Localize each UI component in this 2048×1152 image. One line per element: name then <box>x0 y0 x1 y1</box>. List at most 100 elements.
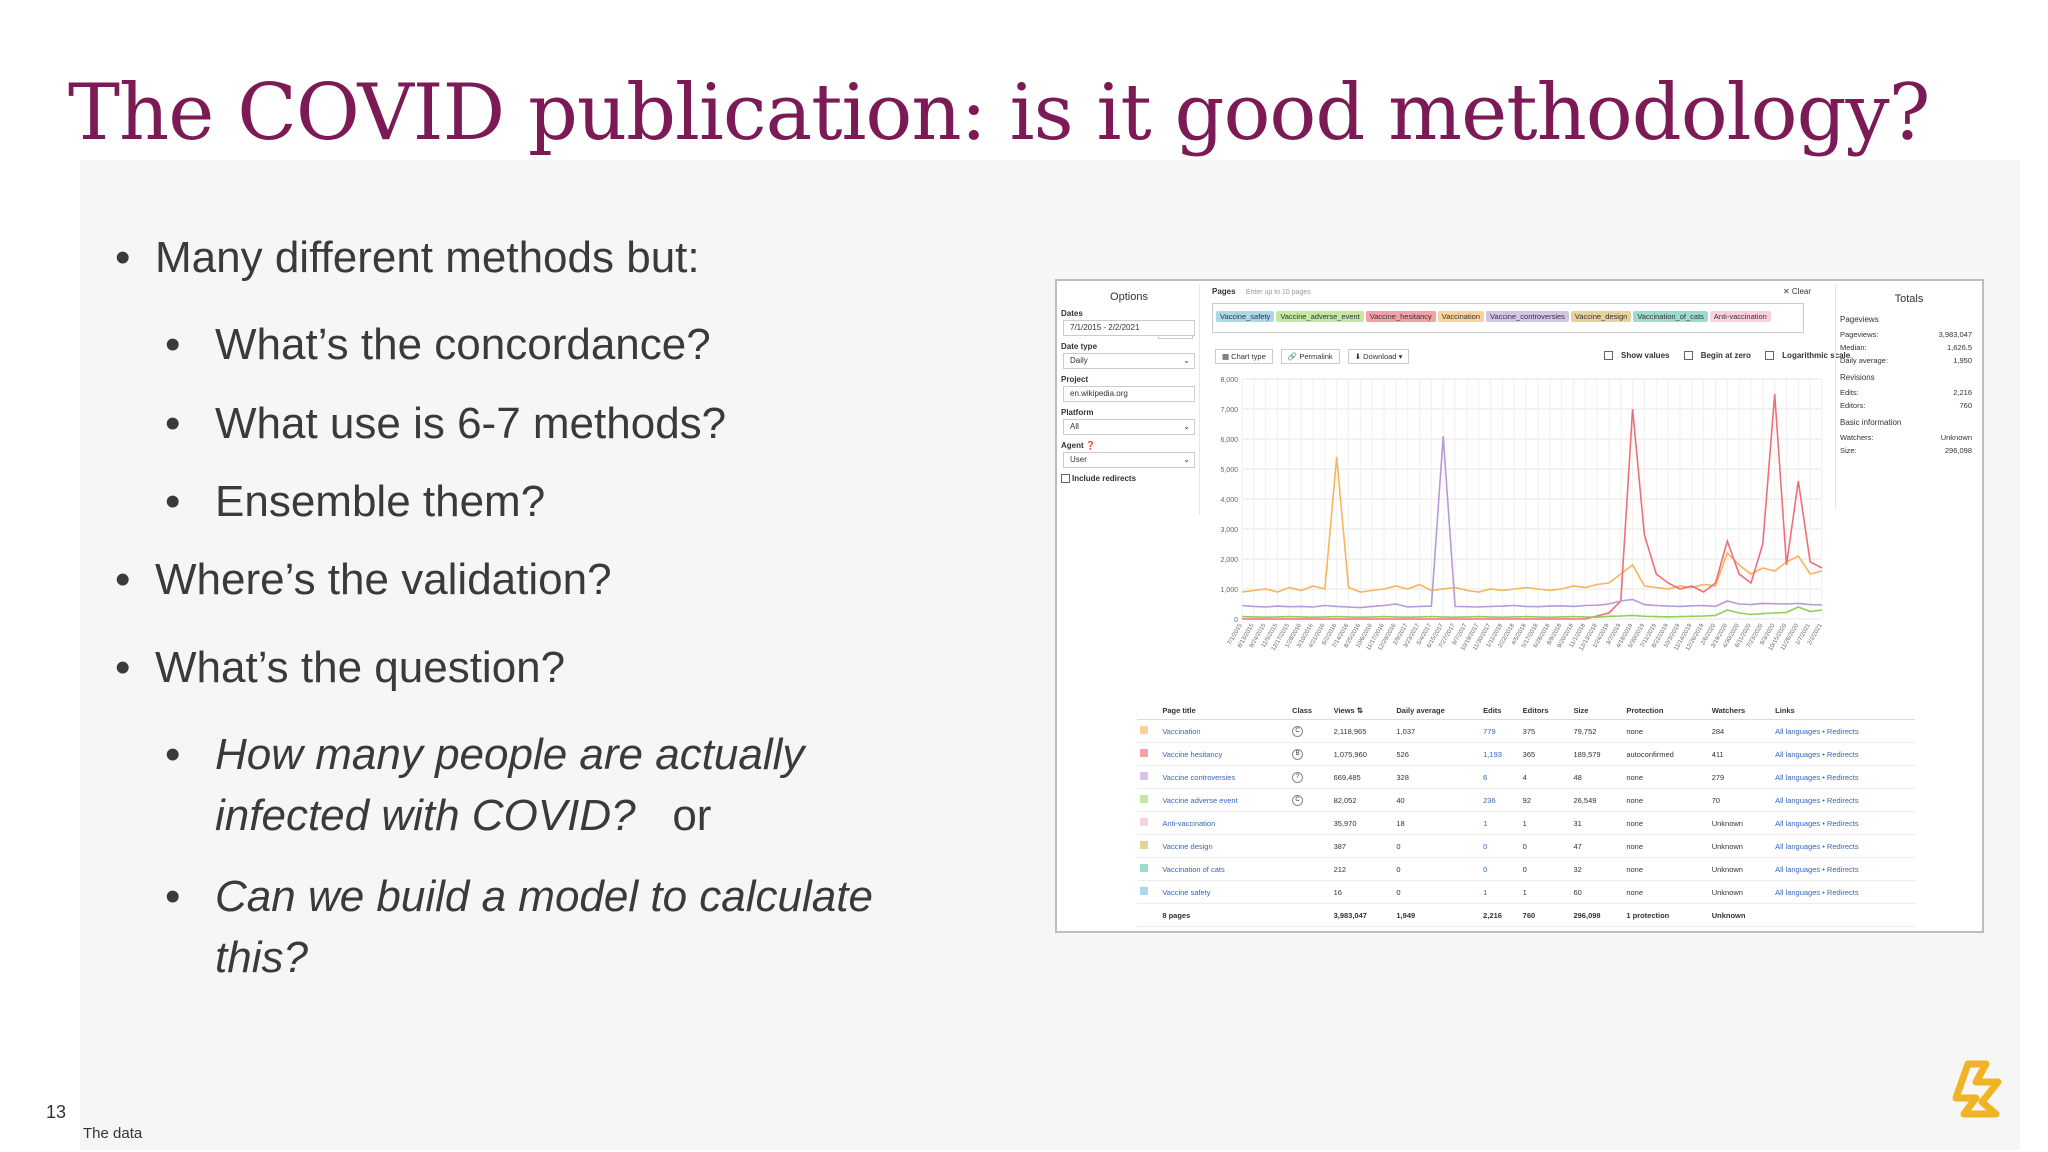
total-size: Size: 296,098 <box>1840 446 1972 455</box>
cell-links[interactable]: All languages • Redirects <box>1775 772 1859 782</box>
cell-links[interactable]: All languages • Redirects <box>1775 887 1859 897</box>
cell-links[interactable]: All languages • Redirects <box>1775 726 1859 736</box>
clear-button[interactable]: ✕ Clear <box>1783 287 1812 296</box>
cell-avg: 0 <box>1396 841 1401 851</box>
cell-links[interactable]: All languages • Redirects <box>1775 841 1859 851</box>
begin-at-zero-checkbox[interactable]: Begin at zero <box>1678 351 1751 361</box>
cell-editors: 365 <box>1522 749 1536 759</box>
total-editors: Editors: 760 <box>1840 401 1972 410</box>
page-chip[interactable]: Vaccine_design <box>1570 311 1632 322</box>
cell-edits[interactable]: 236 <box>1483 795 1496 805</box>
project-field[interactable]: en.wikipedia.org <box>1063 386 1195 402</box>
cell-edits[interactable]: 0 <box>1483 864 1488 874</box>
cell-edits[interactable]: 0 <box>1483 841 1488 851</box>
table-header: Size <box>1570 702 1624 720</box>
options-title: Options <box>1110 291 1148 303</box>
log-scale-checkbox[interactable]: Logarithmic scale <box>1759 351 1850 361</box>
series-swatch <box>1140 772 1148 780</box>
series-swatch <box>1140 726 1148 734</box>
class-badge: C <box>1292 726 1304 737</box>
platform-select[interactable]: All ⌄ <box>1063 419 1195 435</box>
page-chip[interactable]: Anti-vaccination <box>1709 311 1771 322</box>
footer-label: The data <box>83 1125 143 1142</box>
chart-toolbar: ▦ Chart type 🔗 Permalink ⬇ Download ▾ <box>1215 349 1415 364</box>
page-chip[interactable]: Vaccine_hesitancy <box>1365 311 1436 322</box>
date-type-select[interactable]: Daily ⌄ <box>1063 353 1195 369</box>
cell-size: 48 <box>1573 772 1582 782</box>
series-line <box>1241 456 1823 593</box>
y-tick-label: 8,000 <box>1220 377 1238 384</box>
cell-avg: 0 <box>1396 864 1401 874</box>
cell-protection: none <box>1626 795 1643 805</box>
cell-watchers: 411 <box>1711 749 1724 759</box>
cell-editors: 92 <box>1522 795 1532 805</box>
cell-protection: none <box>1626 864 1643 874</box>
page-chip[interactable]: Vaccine_controversies <box>1486 311 1569 322</box>
table-row: Vaccine hesitancy B 1,075,960 526 1,193 365 18… <box>1137 742 1915 766</box>
page-chip[interactable]: Vaccine_adverse_event <box>1276 311 1364 322</box>
chevron-down-icon: ⌄ <box>1183 422 1190 431</box>
table-header: Page title <box>1159 702 1290 720</box>
cell-watchers: Unknown <box>1711 818 1743 828</box>
cell-links[interactable]: All languages • Redirects <box>1775 749 1859 759</box>
cell-edits[interactable]: 1 <box>1483 887 1488 897</box>
cell-editors: 0 <box>1522 864 1527 874</box>
y-tick-label: 6,000 <box>1220 437 1238 444</box>
class-badge: B <box>1292 749 1304 760</box>
permalink-button[interactable]: 🔗 Permalink <box>1280 349 1340 364</box>
page-chip[interactable]: Vaccination_of_cats <box>1633 311 1708 322</box>
cell-title[interactable]: Anti-vaccination <box>1162 818 1216 828</box>
table-header <box>1137 702 1160 720</box>
cell-links[interactable]: All languages • Redirects <box>1775 864 1859 874</box>
revisions-heading: Revisions <box>1840 373 1875 382</box>
cell-watchers: 279 <box>1711 772 1725 782</box>
slide-title: The COVID publication: is it good method… <box>68 68 1930 158</box>
cell-editors: 375 <box>1522 726 1536 736</box>
cell-views: 16 <box>1333 887 1342 897</box>
cell-title[interactable]: Vaccination <box>1162 726 1201 736</box>
cell-edits[interactable]: 779 <box>1483 726 1496 736</box>
cell-edits[interactable]: 1,193 <box>1483 749 1502 759</box>
cell-avg: 328 <box>1396 772 1409 782</box>
cell-title[interactable]: Vaccine design <box>1162 841 1213 851</box>
table-header[interactable]: Views ⇅ <box>1330 702 1394 720</box>
class-badge: ? <box>1292 772 1304 783</box>
y-tick-label: 1,000 <box>1220 587 1238 594</box>
class-badge: C <box>1292 795 1304 806</box>
cell-protection: autoconfirmed <box>1626 749 1674 759</box>
cell-title[interactable]: Vaccine hesitancy <box>1162 749 1223 759</box>
cell-title[interactable]: Vaccination of cats <box>1162 864 1225 874</box>
series-swatch <box>1140 795 1148 803</box>
cell-title[interactable]: Vaccine adverse event <box>1162 795 1238 805</box>
page-chips-input[interactable]: Vaccine_safety Vaccine_adverse_event Vacci… <box>1212 303 1804 333</box>
page-chip[interactable]: Vaccination <box>1437 311 1485 322</box>
totals-panel: Totals Pageviews Pageviews: 3,983,047 Med… <box>1835 285 1982 510</box>
cell-edits[interactable]: 1 <box>1483 818 1488 828</box>
dates-field[interactable]: 7/1/2015 - 2/2/2021 <box>1063 320 1195 336</box>
date-type-label: Date type <box>1061 342 1098 351</box>
series-swatch <box>1140 864 1148 872</box>
cell-links[interactable]: All languages • Redirects <box>1775 818 1859 828</box>
table-row: Vaccine safety 16 0 1 1 60 none Unknown All lang… <box>1137 880 1915 904</box>
table-row: Vaccine design 387 0 0 0 47 none Unknown All lan… <box>1137 834 1915 858</box>
pages-placeholder: Enter up to 10 pages <box>1245 289 1311 296</box>
chevron-down-icon: ⌄ <box>1183 455 1190 464</box>
cell-watchers: Unknown <box>1711 887 1743 897</box>
cell-title[interactable]: Vaccine controversies <box>1162 772 1236 782</box>
totals-title: Totals <box>1894 293 1924 305</box>
cell-size: 26,549 <box>1573 795 1597 805</box>
download-button[interactable]: ⬇ Download ▾ <box>1347 349 1410 364</box>
cell-protection: none <box>1626 841 1643 851</box>
cell-edits[interactable]: 6 <box>1483 772 1488 782</box>
cell-title[interactable]: Vaccine safety <box>1162 887 1211 897</box>
page-chip[interactable]: Vaccine_safety <box>1216 311 1275 322</box>
agent-select[interactable]: User ⌄ <box>1063 452 1195 468</box>
cell-links[interactable]: All languages • Redirects <box>1775 795 1859 805</box>
cell-avg: 1,037 <box>1396 726 1416 736</box>
show-values-checkbox[interactable]: Show values <box>1598 351 1669 361</box>
cell-editors: 0 <box>1522 841 1527 851</box>
cell-protection: none <box>1626 772 1643 782</box>
include-redirects-checkbox[interactable]: Include redirects <box>1061 474 1197 484</box>
cell-views: 1,075,960 <box>1333 749 1367 759</box>
chart-type-button[interactable]: ▦ Chart type <box>1215 349 1273 364</box>
